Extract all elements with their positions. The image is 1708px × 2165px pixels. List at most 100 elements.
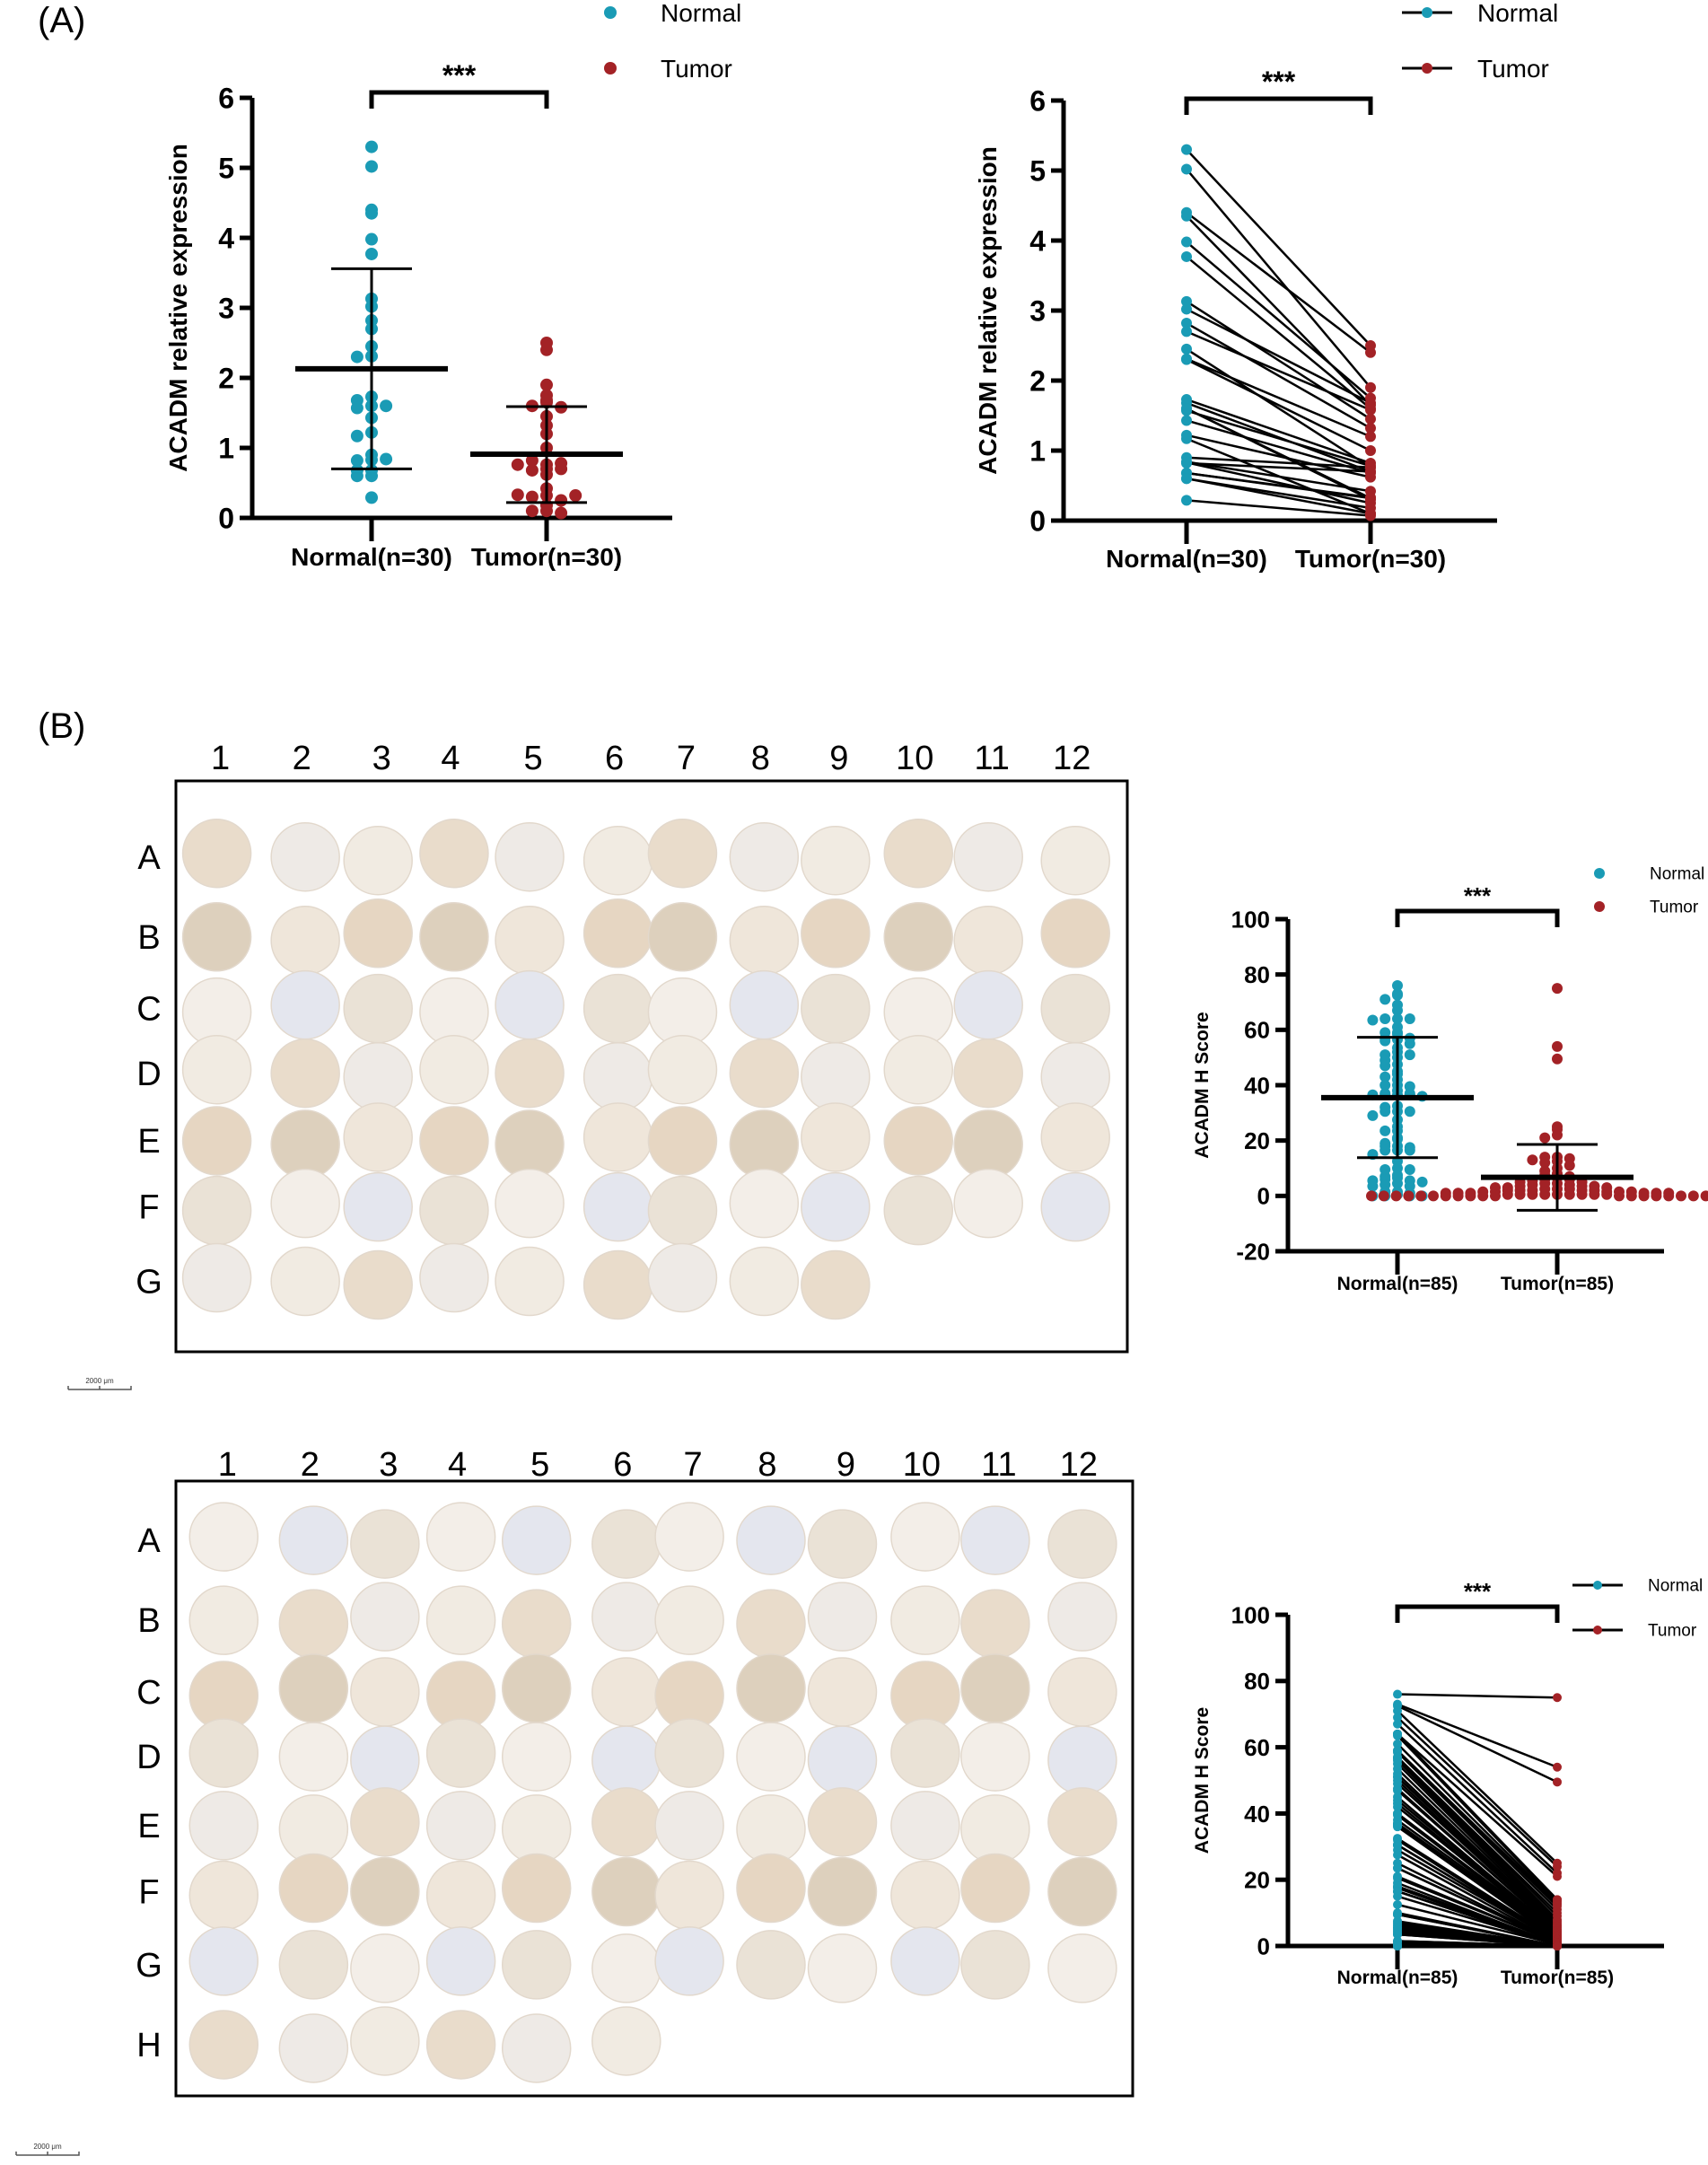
pair-line xyxy=(1397,1789,1558,1933)
tissue-core xyxy=(501,1589,572,1659)
legend-marker-normal xyxy=(1594,868,1605,879)
pair-line xyxy=(1186,398,1371,465)
tissue-core xyxy=(270,969,340,1040)
y-tick-label: 60 xyxy=(1244,1017,1270,1044)
tissue-core xyxy=(188,1585,259,1655)
x-tick-label: Normal(n=85) xyxy=(1337,1274,1458,1294)
tissue-core xyxy=(278,2013,349,2083)
tissue-core xyxy=(890,1718,960,1788)
data-point-tumor xyxy=(1365,413,1376,425)
pair-line xyxy=(1397,1710,1558,1864)
tma-row-label: D xyxy=(136,1056,161,1093)
tissue-core xyxy=(270,1246,340,1317)
data-point-normal xyxy=(1380,1013,1391,1024)
scale-bar-line xyxy=(67,1386,132,1390)
tissue-core xyxy=(1040,1042,1110,1112)
tissue-core xyxy=(278,1505,349,1575)
tissue-core xyxy=(1047,1509,1117,1579)
data-point-tumor xyxy=(1365,423,1376,434)
data-point-tumor xyxy=(1601,1188,1613,1200)
data-point-normal xyxy=(1380,1071,1391,1082)
tissue-core xyxy=(1040,973,1110,1044)
tissue-core xyxy=(278,1722,349,1792)
tissue-core xyxy=(495,969,565,1040)
data-point-tumor xyxy=(1539,1132,1551,1144)
tma-row-label: A xyxy=(137,839,161,877)
data-point-normal xyxy=(365,206,378,220)
pair-line xyxy=(1186,168,1371,389)
tissue-core xyxy=(807,1787,878,1857)
pair-line xyxy=(1186,471,1371,500)
tissue-core xyxy=(654,1926,724,1996)
pair-line xyxy=(1397,1751,1558,1911)
data-point-tumor xyxy=(1563,1188,1575,1200)
data-point-tumor xyxy=(1687,1190,1699,1202)
chart-0: 0 1 2 3 4 5 6 Normal(n=30) Tumor(n=30) ACADM rela… xyxy=(164,0,741,571)
tissue-core xyxy=(591,1657,661,1727)
tissue-core xyxy=(343,973,413,1044)
y-tick-label: 0 xyxy=(218,503,234,535)
data-point-normal xyxy=(1404,1038,1415,1049)
legend-label-normal: Normal xyxy=(1650,865,1704,884)
tissue-core xyxy=(736,1589,806,1659)
data-point-normal xyxy=(1393,1909,1402,1919)
data-point-tumor xyxy=(555,506,568,520)
tissue-core xyxy=(188,1718,259,1788)
tissue-core xyxy=(419,1035,489,1105)
data-point-tumor xyxy=(1552,983,1563,995)
y-tick-label: 4 xyxy=(1029,225,1046,258)
tissue-core xyxy=(425,1926,496,1996)
data-point-tumor xyxy=(1553,1941,1562,1950)
legend-marker-tumor xyxy=(1594,901,1605,912)
data-point-tumor xyxy=(540,343,553,356)
tissue-core xyxy=(181,1106,252,1176)
tissue-core xyxy=(801,1042,871,1112)
tissue-core xyxy=(890,1502,960,1572)
pair-line xyxy=(1186,321,1371,430)
pair-line xyxy=(1186,499,1371,517)
tissue-core xyxy=(883,1175,953,1246)
data-point-tumor xyxy=(1366,1190,1377,1202)
data-point-tumor xyxy=(1365,510,1376,522)
tissue-core xyxy=(1047,1856,1117,1927)
data-point-normal xyxy=(1181,473,1192,485)
y-tick-label: 100 xyxy=(1231,906,1270,933)
tma-column-label: 10 xyxy=(903,1446,941,1484)
y-axis-label: ACADM relative expression xyxy=(974,146,1002,475)
tma-column-label: 5 xyxy=(530,1446,549,1484)
tissue-core xyxy=(350,2006,420,2076)
tissue-core xyxy=(495,1246,565,1317)
tissue-core xyxy=(801,826,871,896)
tissue-core xyxy=(960,1930,1030,2000)
data-point-normal xyxy=(1416,1176,1428,1188)
tissue-core xyxy=(350,1856,420,1927)
tissue-core xyxy=(890,1926,960,1996)
legend-label-normal: Normal xyxy=(1648,1577,1703,1596)
tma-column-label: 2 xyxy=(293,740,311,777)
tissue-core xyxy=(960,1653,1030,1723)
tissue-core xyxy=(591,1509,661,1579)
tissue-core xyxy=(736,1794,806,1864)
tissue-core xyxy=(647,819,718,889)
pair-line xyxy=(1186,148,1371,346)
data-point-tumor xyxy=(1514,1188,1526,1200)
y-tick-label: 0 xyxy=(1257,1933,1270,1959)
data-point-normal xyxy=(1181,295,1192,307)
data-point-tumor xyxy=(1403,1190,1415,1202)
tissue-core xyxy=(883,819,953,889)
pair-line xyxy=(1397,1775,1558,1929)
tissue-core xyxy=(953,1168,1023,1239)
data-point-normal xyxy=(1392,989,1403,1001)
pair-line xyxy=(1186,409,1371,468)
data-point-tumor xyxy=(1651,1190,1662,1202)
tissue-core xyxy=(960,1589,1030,1659)
data-point-normal xyxy=(1404,1144,1415,1156)
tissue-core xyxy=(501,1653,572,1723)
tissue-core xyxy=(890,1585,960,1655)
tissue-core xyxy=(736,1722,806,1792)
pair-line xyxy=(1186,215,1371,407)
pair-line xyxy=(1397,1757,1558,1921)
data-point-normal xyxy=(365,491,378,504)
y-tick-label: 0 xyxy=(1257,1183,1270,1210)
